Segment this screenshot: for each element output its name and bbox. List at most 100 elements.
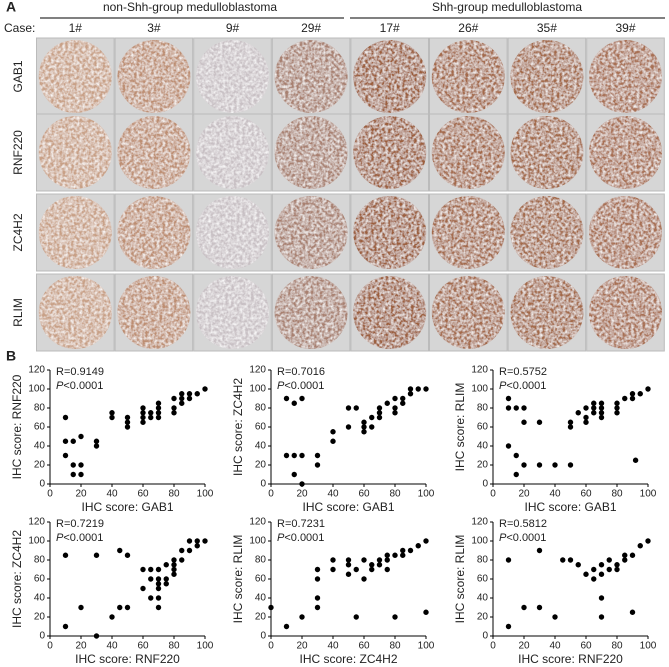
tissue-core — [38, 116, 112, 189]
x-tick-label: 100 — [640, 641, 657, 652]
data-point — [155, 400, 162, 406]
case-number: 9# — [226, 21, 240, 35]
y-tick-label: 0 — [482, 631, 488, 642]
y-tick-label: 100 — [28, 536, 45, 547]
data-point — [93, 443, 100, 449]
data-point — [400, 395, 406, 402]
data-point — [505, 443, 512, 449]
data-point — [513, 405, 519, 411]
case-number: 26# — [458, 21, 478, 35]
data-point — [194, 543, 200, 549]
data-point — [330, 438, 336, 444]
y-tick-label: 60 — [477, 574, 489, 585]
data-point — [345, 562, 352, 568]
y-tick-label: 0 — [482, 479, 488, 490]
data-point — [93, 552, 100, 558]
data-point — [384, 557, 390, 563]
data-point — [70, 462, 76, 468]
tissue-core — [589, 196, 662, 269]
y-tick-label: 60 — [255, 422, 267, 433]
data-point — [598, 410, 605, 416]
data-point — [614, 410, 620, 416]
data-point — [384, 400, 390, 406]
annotation: R=0.9149 — [56, 366, 104, 378]
data-point — [598, 414, 605, 421]
data-point — [622, 552, 628, 558]
data-point — [384, 566, 390, 573]
y-tick-label: 60 — [255, 574, 267, 585]
data-point — [171, 557, 177, 563]
data-point — [124, 414, 131, 421]
data-point — [632, 457, 639, 463]
tissue-core — [510, 40, 584, 113]
x-axis-label: IHC score: ZC4H2 — [299, 652, 397, 666]
data-point — [392, 410, 398, 416]
y-tick-label: 20 — [34, 612, 46, 623]
data-point — [598, 595, 605, 601]
y-tick-label: 80 — [34, 403, 46, 414]
tissue-core — [274, 276, 348, 349]
tissue-core — [431, 116, 505, 189]
data-point — [124, 604, 131, 611]
x-tick-label: 40 — [549, 489, 561, 500]
data-point — [314, 595, 321, 601]
data-point — [148, 414, 154, 421]
annotation: P<0.0001 — [499, 380, 546, 392]
data-point — [171, 566, 177, 573]
x-tick-label: 0 — [490, 641, 496, 652]
data-point — [299, 481, 305, 487]
data-point — [155, 595, 162, 601]
tissue-core — [38, 276, 112, 349]
y-tick-label: 60 — [34, 574, 46, 585]
tissue-core — [117, 196, 191, 269]
y-axis-label: IHC score: ZC4H2 — [231, 378, 245, 476]
data-point — [536, 462, 543, 468]
tissue-core — [510, 196, 584, 269]
data-point — [194, 391, 200, 397]
data-point — [614, 405, 620, 411]
data-point — [117, 604, 123, 611]
p-symbol: P — [56, 532, 64, 544]
data-point — [140, 585, 146, 592]
tissue-core — [589, 116, 662, 189]
panel-label: B — [6, 348, 16, 364]
data-point — [606, 557, 612, 563]
case-number: 1# — [69, 21, 83, 35]
y-tick-label: 100 — [249, 384, 266, 395]
y-axis-label: IHC score: RNF220 — [10, 374, 24, 479]
data-point — [171, 571, 177, 577]
data-point — [369, 562, 375, 568]
data-point — [202, 538, 208, 544]
data-point — [505, 557, 512, 563]
data-point — [505, 405, 512, 411]
case-label: Case: — [4, 21, 35, 35]
x-tick-label: 20 — [296, 641, 308, 652]
data-point — [345, 424, 352, 430]
annotation: P<0.0001 — [56, 532, 103, 544]
x-tick-label: 60 — [358, 489, 370, 500]
data-point — [637, 543, 643, 549]
x-tick-label: 60 — [137, 641, 149, 652]
p-value: <0.0001 — [63, 380, 103, 392]
data-point — [614, 562, 620, 568]
data-point — [645, 538, 651, 544]
row-label: RLIM — [11, 298, 25, 327]
data-point — [361, 419, 367, 425]
row-label: RNF220 — [11, 130, 25, 175]
data-point — [163, 576, 169, 582]
annotation: R=0.7219 — [56, 518, 104, 530]
data-point — [291, 471, 297, 478]
annotation: P<0.0001 — [56, 380, 103, 392]
p-symbol: P — [56, 380, 64, 392]
tissue-core — [274, 196, 348, 269]
data-point — [163, 581, 169, 587]
data-point — [361, 557, 367, 563]
data-point — [109, 614, 115, 620]
data-point — [407, 391, 414, 397]
data-point — [552, 614, 558, 620]
y-tick-label: 0 — [39, 631, 45, 642]
y-tick-label: 80 — [477, 555, 489, 566]
data-point — [575, 410, 581, 416]
y-axis-label: IHC score: RLIM — [453, 535, 467, 624]
